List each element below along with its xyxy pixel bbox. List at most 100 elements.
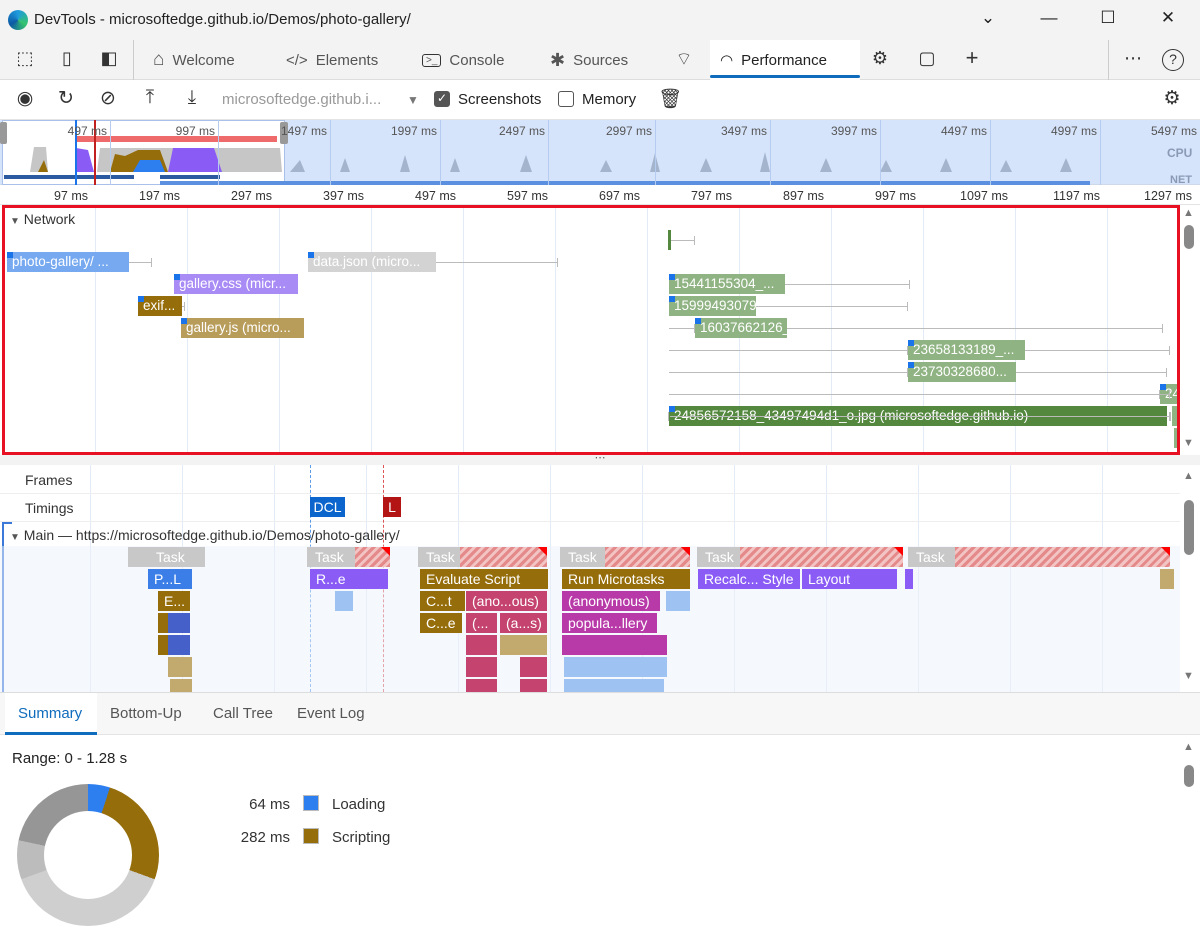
flame-event[interactable] — [168, 635, 190, 655]
tab-event-log[interactable]: Event Log — [297, 705, 365, 722]
flame-event[interactable] — [168, 657, 192, 677]
network-request-bar[interactable]: 15999493079... — [669, 296, 756, 316]
flame-event[interactable]: E... — [158, 591, 190, 611]
download-icon[interactable]: ⤓ — [187, 87, 197, 108]
flame-event[interactable]: (anonymous) — [562, 591, 660, 611]
network-request-bar[interactable]: photo-gallery/ ... — [7, 252, 129, 272]
flame-event[interactable] — [335, 591, 353, 611]
flame-event[interactable] — [466, 657, 497, 677]
flame-event[interactable]: (ano...ous) — [466, 591, 547, 611]
inspect-icon[interactable]: ⬚ — [16, 48, 34, 68]
network-request-bar[interactable]: 16037662126_1... — [695, 318, 787, 338]
flame-event[interactable]: popula...llery — [562, 613, 657, 633]
memory-checkbox[interactable] — [558, 91, 574, 107]
clear-icon[interactable]: ⊘ — [100, 88, 116, 109]
flame-event[interactable] — [466, 635, 497, 655]
wifi-icon[interactable]: ⌔ — [675, 49, 693, 69]
flame-event[interactable]: P...L — [148, 569, 192, 589]
flame-chart[interactable]: Frames Timings DCL L ▼ Main — https://mi… — [0, 465, 1180, 692]
device-emulation-icon[interactable]: ▯ — [62, 48, 72, 68]
load-marker[interactable]: L — [383, 497, 401, 517]
network-request-bar[interactable]: exif... — [138, 296, 182, 316]
dcl-marker[interactable]: DCL — [310, 497, 345, 517]
flame-event[interactable] — [500, 635, 547, 655]
overview-selection-handle-left[interactable] — [0, 122, 7, 144]
flame-event[interactable] — [168, 613, 190, 633]
flame-event[interactable] — [466, 679, 497, 692]
tab-sources[interactable]: ✱ Sources — [550, 49, 629, 70]
scroll-down-icon[interactable]: ▼ — [1183, 437, 1194, 449]
maximize-icon[interactable]: ☐ — [1100, 8, 1116, 27]
scroll-up-icon[interactable]: ▲ — [1183, 470, 1194, 482]
caret-down-icon[interactable]: ▼ — [407, 93, 419, 107]
scroll-down-icon[interactable]: ▼ — [1183, 670, 1194, 682]
network-request-bar[interactable]: gallery.css (micr... — [174, 274, 298, 294]
flame-event[interactable]: Recalc... Style — [698, 569, 800, 589]
flame-event[interactable] — [666, 591, 690, 611]
network-request-bar[interactable] — [1172, 406, 1177, 426]
recording-select[interactable]: microsoftedge.github.i... — [222, 91, 382, 108]
flame-event[interactable]: C...e — [420, 613, 462, 633]
trash-icon[interactable]: 🗑 — [657, 89, 683, 110]
screenshots-checkbox[interactable]: ✓ — [434, 91, 450, 107]
flame-event[interactable]: (a...s) — [500, 613, 547, 633]
scrollbar-thumb[interactable] — [1184, 225, 1194, 249]
upload-icon[interactable]: ⤒ — [145, 87, 155, 108]
flame-event[interactable]: (... — [466, 613, 497, 633]
task-bar[interactable]: Task — [128, 547, 205, 567]
flame-event[interactable] — [158, 635, 168, 655]
flame-event[interactable]: Run Microtasks — [562, 569, 690, 589]
minimize-icon[interactable]: — — [1040, 8, 1058, 27]
details-scrollbar[interactable]: ▲ — [1181, 741, 1197, 848]
summary-tab-active[interactable] — [5, 693, 97, 735]
scroll-up-icon[interactable]: ▲ — [1183, 741, 1194, 753]
scrollbar-thumb[interactable] — [1184, 500, 1194, 555]
network-request-bar[interactable]: gallery.js (micro... — [181, 318, 304, 338]
flame-event[interactable] — [1160, 569, 1174, 589]
network-request-bar[interactable] — [668, 230, 671, 250]
tab-elements[interactable]: </> Elements — [286, 51, 379, 69]
network-track[interactable]: ▼ Network photo-gallery/ ... data.json (m… — [2, 205, 1180, 455]
close-icon[interactable]: ✕ — [1160, 8, 1176, 27]
flame-event[interactable] — [158, 613, 168, 633]
flame-event[interactable]: R...e — [310, 569, 380, 589]
network-track-header[interactable]: ▼ Network — [10, 211, 76, 227]
window-icon[interactable]: ▢ — [918, 48, 936, 68]
timeline-overview[interactable]: 497 ms 997 ms 1497 ms 1997 ms 2497 ms 2997 ms… — [0, 120, 1200, 186]
network-request-bar[interactable]: data.json (micro... — [308, 252, 436, 272]
track-splitter[interactable]: ⋯ — [0, 453, 1200, 465]
record-icon[interactable]: ◉ — [16, 88, 34, 109]
more-icon[interactable]: ⋯ — [1124, 48, 1142, 68]
network-request-bar[interactable]: 15441155304_... — [669, 274, 785, 294]
network-request-bar[interactable]: 23730328680... — [908, 362, 1016, 382]
tab-welcome[interactable]: ⌂ Welcome — [153, 49, 235, 70]
timings-track-label[interactable]: Timings — [25, 500, 74, 516]
cpu-icon[interactable]: ⚙ — [871, 48, 889, 68]
help-icon[interactable]: ? — [1162, 49, 1184, 71]
tab-performance[interactable]: ◠ Performance — [710, 40, 860, 80]
tab-console[interactable]: >_ Console — [422, 40, 504, 80]
frames-track-label[interactable]: Frames — [25, 472, 73, 488]
plus-icon[interactable]: + — [965, 45, 979, 70]
reload-icon[interactable]: ↻ — [58, 88, 74, 109]
flame-event[interactable] — [564, 657, 667, 677]
flame-event[interactable]: C...t — [420, 591, 465, 611]
flame-event[interactable] — [564, 679, 664, 692]
network-scrollbar[interactable]: ▲ ▼ — [1181, 207, 1197, 455]
scroll-up-icon[interactable]: ▲ — [1183, 207, 1194, 219]
flame-event[interactable] — [520, 679, 547, 692]
flame-event[interactable] — [380, 569, 388, 589]
overview-selection-handle-right[interactable] — [280, 122, 288, 144]
tab-summary[interactable]: Summary — [18, 705, 83, 722]
chevron-down-icon[interactable]: ⌄ — [980, 8, 996, 27]
network-request-bar[interactable] — [1174, 428, 1177, 448]
main-track-header[interactable]: ▼ Main — https://microsoftedge.github.io… — [10, 527, 400, 543]
flame-event[interactable]: Layout — [802, 569, 897, 589]
gear-icon[interactable]: ⚙ — [1163, 88, 1181, 109]
flame-scrollbar[interactable]: ▲ ▼ — [1181, 470, 1197, 690]
flame-event[interactable] — [520, 657, 547, 677]
flame-event[interactable] — [905, 569, 913, 589]
flame-event[interactable] — [562, 635, 667, 655]
network-request-bar[interactable]: 23658133189_... — [908, 340, 1025, 360]
tab-bottom-up[interactable]: Bottom-Up — [110, 705, 182, 722]
